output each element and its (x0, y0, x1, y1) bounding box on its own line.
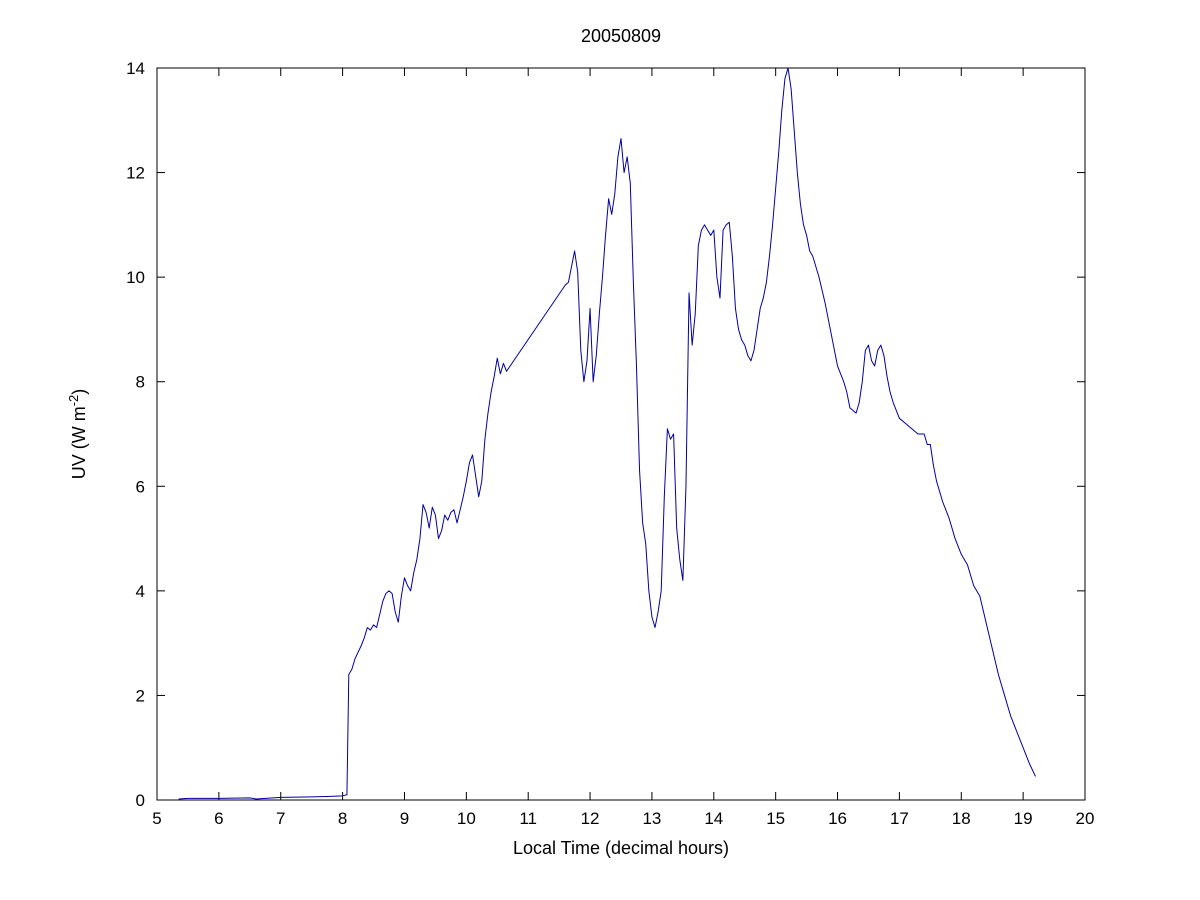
svg-text:11: 11 (519, 809, 537, 828)
x-axis-label: Local Time (decimal hours) (512, 838, 730, 858)
axis-tick-labels: 5 6 7 8 9 10 11 12 13 14 15 16 17 18 19 20 0 2 4 6 8 10 12 14 (126, 59, 1094, 828)
axis-ticks (156, 67, 1086, 801)
svg-text:8: 8 (338, 809, 347, 828)
svg-text:12: 12 (581, 809, 600, 828)
svg-text:5: 5 (152, 809, 161, 828)
svg-text:8: 8 (136, 373, 145, 392)
plot-box (156, 67, 1086, 801)
svg-text:19: 19 (1014, 809, 1033, 828)
svg-text:10: 10 (457, 809, 476, 828)
chart-title: 20050809 (580, 26, 662, 46)
y-axis-label-close: ) (69, 388, 89, 395)
svg-text:0: 0 (136, 791, 145, 810)
svg-text:14: 14 (704, 809, 723, 828)
svg-text:12: 12 (126, 164, 145, 183)
svg-text:6: 6 (136, 477, 145, 496)
uv-line (178, 67, 1036, 800)
svg-text:14: 14 (126, 59, 145, 78)
svg-text:6: 6 (214, 809, 223, 828)
y-axis-label-text: UV (W m (69, 406, 89, 480)
svg-text:10: 10 (126, 268, 145, 287)
svg-text:2: 2 (136, 686, 145, 705)
y-axis-label: UV (W m-2) (66, 389, 90, 480)
uv-series-polyline (178, 67, 1036, 800)
svg-text:17: 17 (890, 809, 909, 828)
svg-text:13: 13 (642, 809, 661, 828)
svg-text:9: 9 (400, 809, 409, 828)
svg-text:16: 16 (828, 809, 847, 828)
svg-text:15: 15 (766, 809, 785, 828)
svg-text:18: 18 (952, 809, 971, 828)
svg-text:4: 4 (136, 582, 145, 601)
svg-text:7: 7 (276, 809, 285, 828)
svg-text:20: 20 (1076, 809, 1095, 828)
y-axis-label-superscript: -2 (66, 394, 81, 407)
